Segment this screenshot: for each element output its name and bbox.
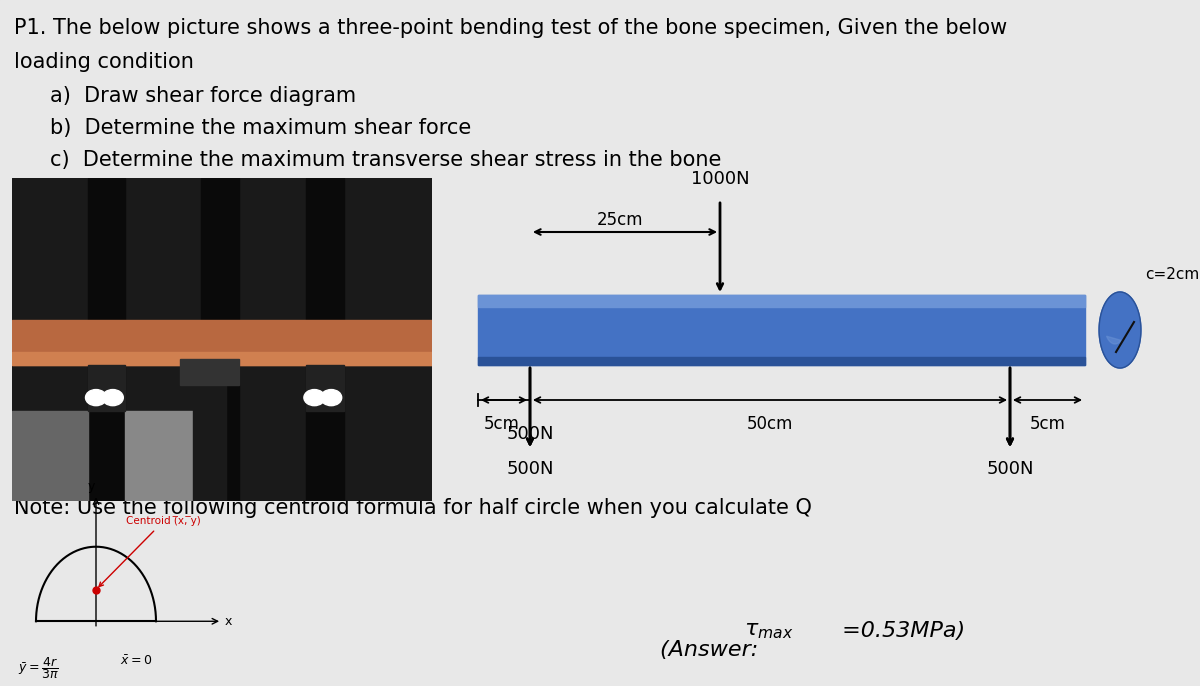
Text: 5cm: 5cm bbox=[1030, 415, 1066, 433]
Text: $\bar{x}=0$: $\bar{x}=0$ bbox=[120, 655, 152, 668]
Bar bbox=[12, 410, 88, 501]
Bar bbox=[192, 366, 226, 501]
Bar bbox=[12, 320, 432, 366]
Text: =0.53MPa): =0.53MPa) bbox=[835, 621, 965, 641]
Text: loading condition: loading condition bbox=[14, 52, 194, 72]
Bar bbox=[12, 353, 432, 366]
Bar bbox=[478, 295, 1085, 307]
Text: x: x bbox=[224, 615, 233, 628]
Text: 1000N: 1000N bbox=[691, 170, 749, 188]
Text: Centroid (̅x, ̅y): Centroid (̅x, ̅y) bbox=[100, 517, 200, 587]
Text: 5cm: 5cm bbox=[484, 415, 520, 433]
Text: $\tau_{max}$: $\tau_{max}$ bbox=[744, 621, 793, 641]
Text: y: y bbox=[88, 480, 95, 493]
Polygon shape bbox=[1106, 336, 1121, 344]
Text: Note: Use the following centroid formula for half circle when you calculate Q: Note: Use the following centroid formula… bbox=[14, 498, 812, 518]
Bar bbox=[478, 295, 1085, 365]
Text: a)  Draw shear force diagram: a) Draw shear force diagram bbox=[50, 86, 356, 106]
Bar bbox=[88, 178, 126, 501]
Bar bbox=[306, 178, 344, 501]
Text: 500N: 500N bbox=[506, 425, 553, 443]
Text: P1. The below picture shows a three-point bending test of the bone specimen, Giv: P1. The below picture shows a three-poin… bbox=[14, 18, 1007, 38]
Circle shape bbox=[102, 390, 124, 405]
Bar bbox=[478, 357, 1085, 365]
Text: 500N: 500N bbox=[986, 460, 1033, 478]
Text: $\bar{y}=\dfrac{4r}{3\pi}$: $\bar{y}=\dfrac{4r}{3\pi}$ bbox=[18, 655, 59, 681]
Text: b)  Determine the maximum shear force: b) Determine the maximum shear force bbox=[50, 118, 472, 138]
Bar bbox=[180, 359, 239, 385]
Bar bbox=[202, 178, 239, 501]
Bar bbox=[126, 410, 202, 501]
Bar bbox=[306, 366, 344, 410]
Text: c)  Determine the maximum transverse shear stress in the bone: c) Determine the maximum transverse shea… bbox=[50, 150, 721, 170]
Text: 500N: 500N bbox=[506, 460, 553, 478]
Bar bbox=[88, 366, 126, 410]
Circle shape bbox=[85, 390, 107, 405]
Text: 25cm: 25cm bbox=[596, 211, 643, 229]
Circle shape bbox=[304, 390, 325, 405]
Text: 50cm: 50cm bbox=[746, 415, 793, 433]
Polygon shape bbox=[1099, 292, 1141, 368]
Circle shape bbox=[320, 390, 342, 405]
Text: c=2cm: c=2cm bbox=[1145, 267, 1199, 282]
Text: (Answer:: (Answer: bbox=[660, 640, 766, 660]
